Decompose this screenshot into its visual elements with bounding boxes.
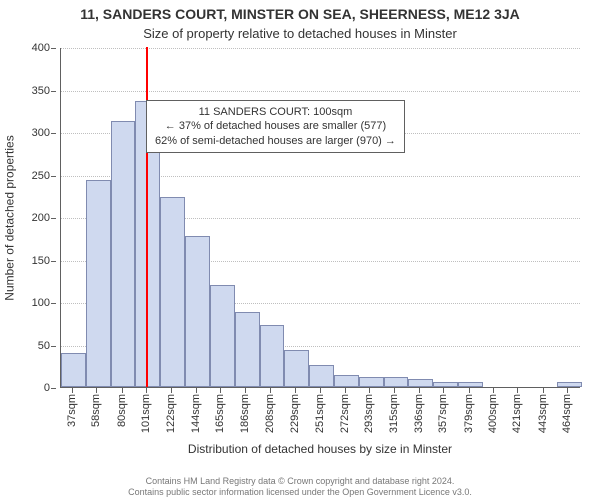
y-tick-label: 250 xyxy=(32,170,50,182)
histogram-bar xyxy=(384,377,409,387)
x-tick-label: 293sqm xyxy=(363,394,375,433)
histogram-bar xyxy=(334,375,359,387)
x-tick-label: 165sqm xyxy=(214,394,226,433)
y-tick-label: 50 xyxy=(38,340,50,352)
figure: 11, SANDERS COURT, MINSTER ON SEA, SHEER… xyxy=(0,0,600,500)
y-tick-mark xyxy=(51,176,56,177)
x-tick-label: 186sqm xyxy=(239,394,251,433)
y-tick-label: 350 xyxy=(32,85,50,97)
x-tick-mark xyxy=(270,388,271,393)
histogram-bar xyxy=(433,382,458,387)
x-tick-label: 379sqm xyxy=(463,394,475,433)
x-tick-label: 122sqm xyxy=(165,394,177,433)
x-axis-label: Distribution of detached houses by size … xyxy=(60,442,580,456)
y-tick-mark xyxy=(51,261,56,262)
histogram-bar xyxy=(359,377,384,387)
x-tick-mark xyxy=(96,388,97,393)
footer-line1: Contains HM Land Registry data © Crown c… xyxy=(0,476,600,487)
chart-subtitle: Size of property relative to detached ho… xyxy=(0,26,600,41)
x-tick-label: 443sqm xyxy=(537,394,549,433)
x-tick-mark xyxy=(122,388,123,393)
x-tick-mark xyxy=(171,388,172,393)
annotation-line2: ← 37% of detached houses are smaller (57… xyxy=(155,119,396,133)
y-tick-label: 150 xyxy=(32,255,50,267)
x-tick-label: 400sqm xyxy=(487,394,499,433)
x-tick-label: 251sqm xyxy=(314,394,326,433)
x-tick-mark xyxy=(345,388,346,393)
histogram-bar xyxy=(458,382,483,387)
chart-title: 11, SANDERS COURT, MINSTER ON SEA, SHEER… xyxy=(0,6,600,22)
histogram-bar xyxy=(309,365,334,387)
x-tick-mark xyxy=(369,388,370,393)
histogram-bar xyxy=(260,325,285,387)
y-tick-label: 300 xyxy=(32,127,50,139)
x-tick-label: 101sqm xyxy=(140,394,152,433)
y-axis-ticks: 050100150200250300350400 xyxy=(0,48,60,388)
histogram-bar xyxy=(61,353,86,387)
y-tick-mark xyxy=(51,218,56,219)
x-tick-label: 229sqm xyxy=(289,394,301,433)
annotation-box: 11 SANDERS COURT: 100sqm ← 37% of detach… xyxy=(146,100,405,153)
y-tick-mark xyxy=(51,303,56,304)
y-tick-label: 100 xyxy=(32,297,50,309)
histogram-bar xyxy=(160,197,185,387)
x-tick-label: 272sqm xyxy=(339,394,351,433)
reference-line xyxy=(146,47,148,387)
y-tick-mark xyxy=(51,91,56,92)
y-tick-mark xyxy=(51,133,56,134)
histogram-bar xyxy=(210,285,235,387)
x-axis-ticks: 37sqm 58sqm 80sqm 101sqm 122sqm 144sqm 165sqm 1… xyxy=(60,388,580,450)
histogram-bar xyxy=(408,379,433,387)
x-tick-mark xyxy=(469,388,470,393)
gridline xyxy=(61,48,580,49)
x-tick-mark xyxy=(419,388,420,393)
x-tick-mark xyxy=(543,388,544,393)
x-tick-label: 208sqm xyxy=(264,394,276,433)
annotation-line1: 11 SANDERS COURT: 100sqm xyxy=(155,105,396,119)
histogram-bar xyxy=(86,180,111,387)
x-tick-label: 144sqm xyxy=(190,394,202,433)
x-tick-label: 464sqm xyxy=(561,394,573,433)
x-tick-label: 58sqm xyxy=(90,394,102,427)
histogram-bar xyxy=(557,382,582,387)
x-tick-label: 80sqm xyxy=(116,394,128,427)
annotation-line3: 62% of semi-detached houses are larger (… xyxy=(155,134,396,148)
histogram-bar xyxy=(111,121,136,387)
x-tick-mark xyxy=(567,388,568,393)
x-tick-mark xyxy=(394,388,395,393)
gridline xyxy=(61,91,580,92)
plot-area: 11 SANDERS COURT: 100sqm ← 37% of detach… xyxy=(60,48,580,388)
x-tick-mark xyxy=(220,388,221,393)
x-tick-label: 336sqm xyxy=(413,394,425,433)
y-tick-label: 400 xyxy=(32,42,50,54)
y-tick-label: 200 xyxy=(32,212,50,224)
histogram-bar xyxy=(185,236,210,387)
y-tick-mark xyxy=(51,346,56,347)
x-tick-mark xyxy=(320,388,321,393)
histogram-bar xyxy=(284,350,309,387)
x-tick-mark xyxy=(196,388,197,393)
x-tick-mark xyxy=(493,388,494,393)
x-tick-mark xyxy=(443,388,444,393)
x-tick-mark xyxy=(517,388,518,393)
x-tick-label: 421sqm xyxy=(511,394,523,433)
x-tick-mark xyxy=(72,388,73,393)
x-tick-mark xyxy=(245,388,246,393)
y-tick-label: 0 xyxy=(44,382,50,394)
x-tick-mark xyxy=(295,388,296,393)
y-tick-mark xyxy=(51,48,56,49)
footer: Contains HM Land Registry data © Crown c… xyxy=(0,476,600,499)
y-tick-mark xyxy=(51,388,56,389)
x-tick-label: 37sqm xyxy=(66,394,78,427)
x-tick-mark xyxy=(146,388,147,393)
x-tick-label: 357sqm xyxy=(437,394,449,433)
footer-line2: Contains public sector information licen… xyxy=(0,487,600,498)
histogram-bar xyxy=(235,312,260,387)
x-tick-label: 315sqm xyxy=(388,394,400,433)
